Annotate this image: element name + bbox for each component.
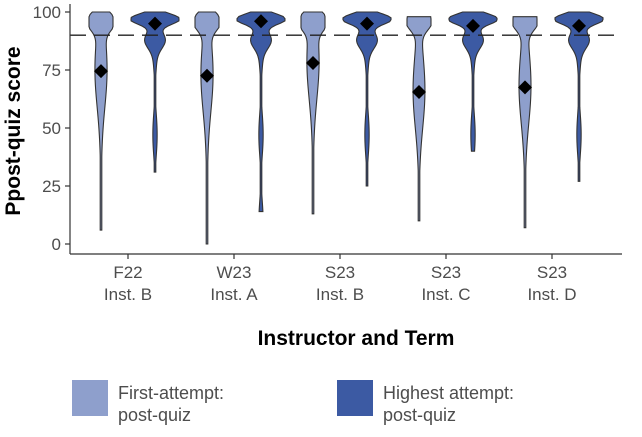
violin-first-attempt-5 <box>512 16 538 229</box>
violin-highest-attempt-1 <box>130 11 180 173</box>
mean-marker-highest-attempt-3 <box>360 16 374 31</box>
mean-marker-first-attempt-5 <box>518 80 532 95</box>
violin-first-attempt-3 <box>300 11 326 215</box>
x-tick-label-inst-2: Inst. A <box>210 285 258 304</box>
x-tick-label-term-1: F22 <box>113 263 142 282</box>
axes <box>69 4 622 255</box>
mean-marker-highest-attempt-4 <box>466 18 480 33</box>
violin-highest-attempt-4 <box>448 11 498 152</box>
violin-layer <box>88 11 604 245</box>
mean-marker-first-attempt-4 <box>412 85 426 100</box>
x-axis-title: Instructor and Term <box>258 327 455 350</box>
x-tick-label-term-2: W23 <box>217 263 252 282</box>
mean-marker-highest-attempt-1 <box>148 16 162 31</box>
y-tick-label-75: 75 <box>42 61 61 80</box>
mean-marker-first-attempt-3 <box>306 56 320 71</box>
x-ticks: F22 Inst. B W23 Inst. A S23 Inst. B S23 Inst. C… <box>104 254 577 304</box>
x-tick-label-term-3: S23 <box>325 263 355 282</box>
mean-marker-first-attempt-2 <box>200 68 214 83</box>
violin-highest-attempt-5 <box>554 11 604 182</box>
x-tick-label-inst-3: Inst. B <box>316 285 364 304</box>
y-tick-label-0: 0 <box>52 235 61 254</box>
violin-highest-attempt-2 <box>236 11 286 213</box>
y-axis-title: Ppost-quiz score <box>2 46 25 215</box>
x-tick-label-term-4: S23 <box>431 263 461 282</box>
x-tick-label-inst-1: Inst. B <box>104 285 152 304</box>
mean-marker-first-attempt-1 <box>94 64 108 79</box>
mean-marker-highest-attempt-5 <box>572 18 586 33</box>
violin-first-attempt-4 <box>406 16 432 222</box>
mean-markers-layer <box>94 14 586 100</box>
violin-first-attempt-2 <box>194 11 220 245</box>
violin-highest-attempt-3 <box>342 11 392 187</box>
x-tick-label-inst-4: Inst. C <box>421 285 470 304</box>
y-ticks: 0 25 50 75 100 <box>33 3 70 254</box>
x-tick-label-inst-5: Inst. D <box>527 285 576 304</box>
y-tick-label-100: 100 <box>33 3 61 22</box>
y-tick-label-25: 25 <box>42 177 61 196</box>
mean-marker-highest-attempt-2 <box>254 14 268 29</box>
x-tick-label-term-5: S23 <box>537 263 567 282</box>
violin-first-attempt-1 <box>88 11 114 231</box>
y-tick-label-50: 50 <box>42 119 61 138</box>
